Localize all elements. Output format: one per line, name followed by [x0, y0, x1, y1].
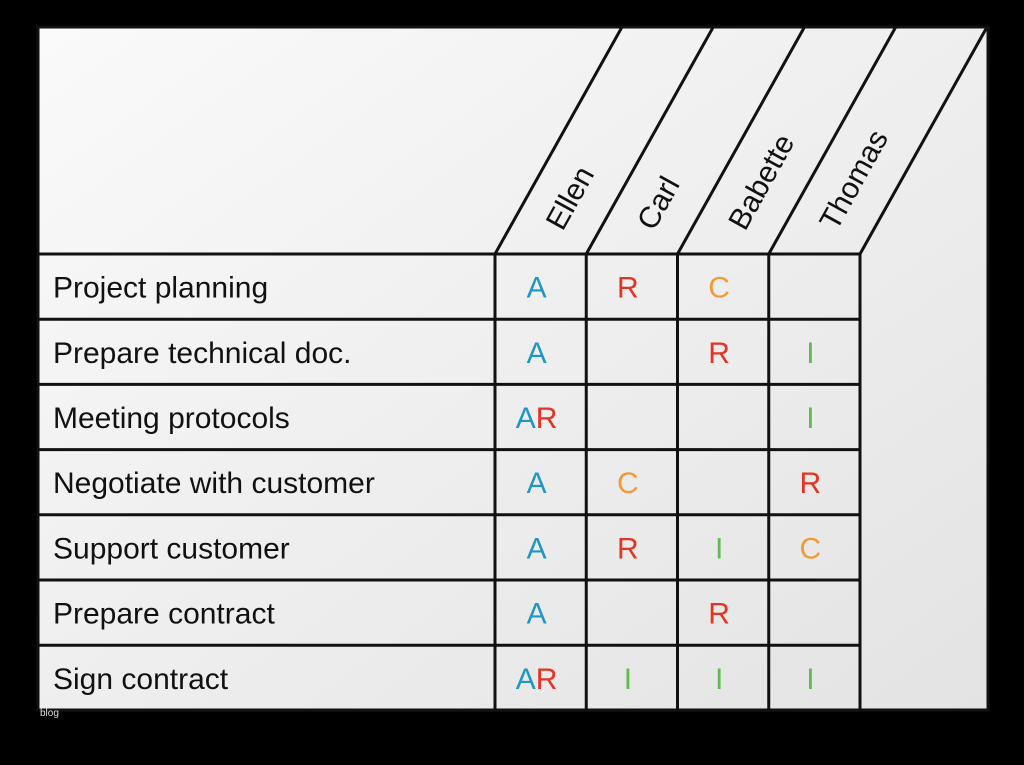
raci-cell: R	[708, 598, 730, 631]
task-name: Project planning	[53, 272, 268, 305]
raci-cell: AR	[516, 663, 558, 696]
header-slant-line	[584, 26, 715, 255]
raci-cell: C	[800, 532, 822, 565]
header-slant-line	[676, 26, 806, 255]
task-name: Negotiate with customer	[53, 467, 375, 500]
raci-letter-R: R	[708, 337, 730, 370]
header-slant-line	[767, 26, 898, 255]
raci-cell: I	[806, 402, 814, 435]
raci-letter-A: A	[516, 402, 536, 435]
raci-letter-A: A	[527, 337, 547, 370]
raci-letter-C: C	[800, 532, 822, 565]
raci-cell: I	[624, 663, 632, 696]
raci-letter-I: I	[806, 337, 814, 370]
header-slant-line	[493, 26, 624, 255]
raci-letter-I: I	[624, 663, 632, 696]
task-name: Support customer	[53, 532, 290, 565]
task-name: Prepare contract	[53, 598, 275, 631]
raci-letter-R: R	[800, 467, 822, 500]
raci-letter-R: R	[617, 532, 639, 565]
raci-cell: R	[708, 337, 730, 370]
raci-cell: R	[617, 272, 639, 305]
raci-letter-A: A	[527, 532, 547, 565]
raci-letter-C: C	[617, 467, 639, 500]
raci-cell: A	[527, 337, 547, 370]
raci-letter-A: A	[527, 272, 547, 305]
raci-cell: I	[715, 532, 723, 565]
raci-cell: A	[527, 272, 547, 305]
raci-cell: AR	[516, 402, 558, 435]
raci-letter-I: I	[715, 663, 723, 696]
raci-cell: A	[527, 532, 547, 565]
task-name: Prepare technical doc.	[53, 337, 352, 370]
raci-cell: C	[617, 467, 639, 500]
raci-cell: I	[806, 663, 814, 696]
raci-letter-A: A	[516, 663, 536, 696]
raci-letter-R: R	[617, 272, 639, 305]
raci-letter-A: A	[527, 598, 547, 631]
raci-letter-R: R	[708, 598, 730, 631]
raci-letter-I: I	[806, 402, 814, 435]
raci-cell: A	[527, 467, 547, 500]
raci-cell: A	[527, 598, 547, 631]
raci-letter-I: I	[806, 663, 814, 696]
raci-letter-R: R	[536, 402, 558, 435]
watermark-text: blog	[40, 708, 59, 719]
grid-lines	[38, 26, 989, 712]
raci-letter-A: A	[527, 467, 547, 500]
raci-letter-I: I	[715, 532, 723, 565]
raci-cell: R	[617, 532, 639, 565]
paper	[36, 25, 990, 712]
raci-letter-R: R	[536, 663, 558, 696]
raci-cell: C	[708, 272, 730, 305]
raci-cell: I	[715, 663, 723, 696]
raci-letter-C: C	[708, 272, 730, 305]
raci-cell: R	[800, 467, 822, 500]
task-name: Sign contract	[53, 663, 229, 696]
raci-cell: I	[806, 337, 814, 370]
header-slant-line	[858, 26, 989, 255]
task-name: Meeting protocols	[53, 402, 290, 435]
